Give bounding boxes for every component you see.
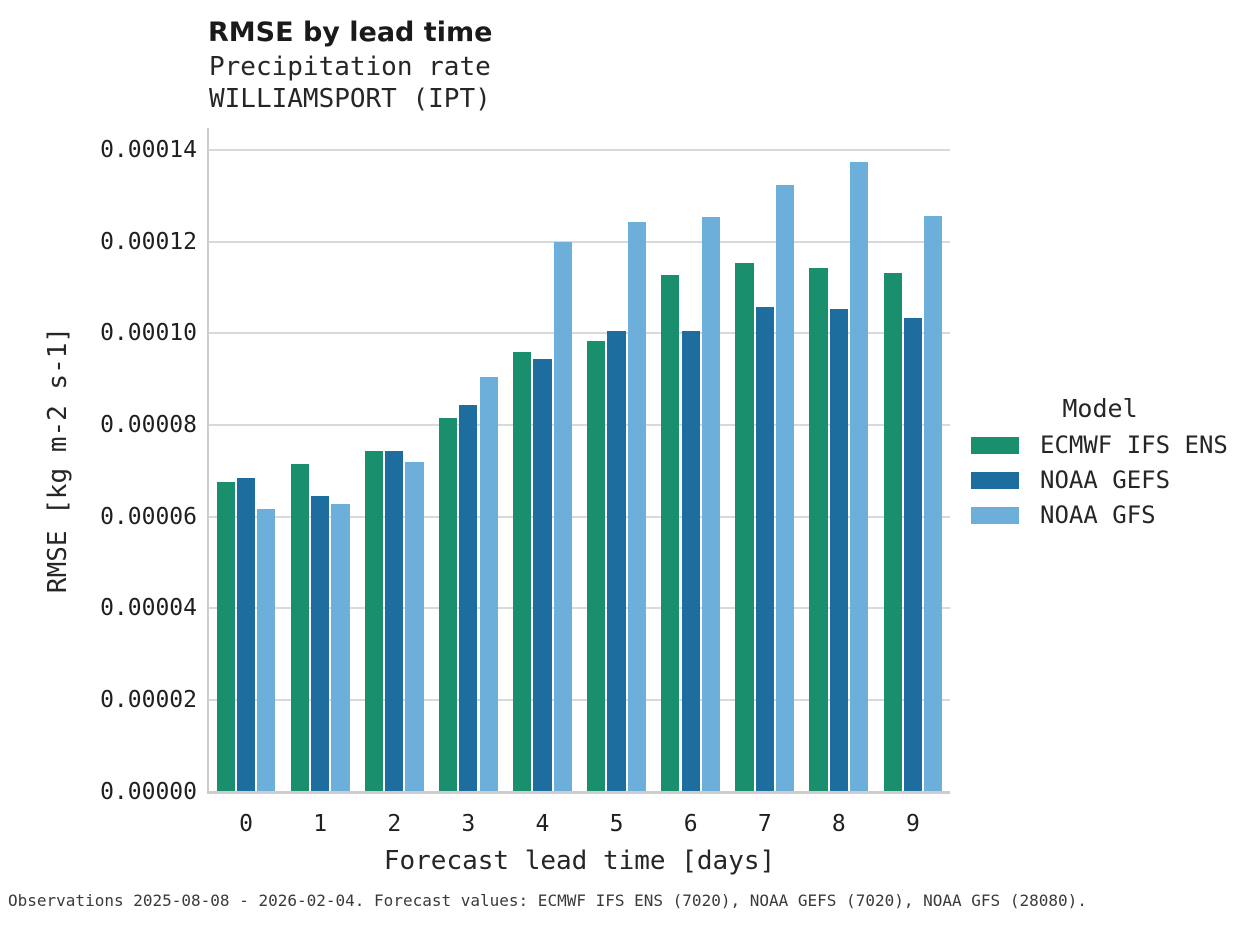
y-tick-label: 0.00004 — [100, 595, 197, 622]
bar-noaa-gefs-lead-7 — [755, 307, 774, 792]
gridline — [209, 240, 950, 243]
bar-noaa-gefs-lead-2 — [385, 451, 404, 792]
bar-ecmwf-ifs-ens-lead-1 — [290, 463, 309, 792]
x-tick-label: 8 — [831, 811, 846, 837]
bar-ecmwf-ifs-ens-lead-4 — [513, 352, 532, 792]
y-tick-label: 0.00006 — [100, 503, 197, 530]
y-tick-label: 0.00012 — [100, 228, 197, 255]
chart-subtitle-variable: Precipitation rate — [209, 52, 491, 82]
gridline — [209, 515, 950, 518]
bar-noaa-gefs-lead-4 — [533, 358, 552, 792]
x-axis-spine — [206, 790, 950, 794]
legend-title: Model — [1062, 394, 1138, 423]
bar-noaa-gfs-lead-1 — [331, 503, 350, 792]
chart-title: RMSE by lead time — [208, 17, 493, 48]
bar-noaa-gefs-lead-5 — [607, 330, 626, 792]
bar-noaa-gfs-lead-3 — [479, 376, 498, 792]
footer-note: Observations 2025-08-08 - 2026-02-04. Fo… — [8, 891, 1087, 910]
legend-swatch-icon — [971, 506, 1019, 524]
bar-ecmwf-ifs-ens-lead-0 — [216, 481, 235, 792]
x-tick-label: 5 — [609, 811, 624, 837]
y-tick-label: 0.00002 — [100, 686, 197, 713]
bar-ecmwf-ifs-ens-lead-9 — [883, 273, 902, 792]
bar-noaa-gefs-lead-6 — [681, 330, 700, 792]
y-tick-label: 0.00008 — [100, 411, 197, 438]
bar-ecmwf-ifs-ens-lead-8 — [809, 267, 828, 792]
bar-noaa-gfs-lead-5 — [627, 221, 646, 792]
bar-noaa-gefs-lead-1 — [311, 495, 330, 792]
legend-item-noaa-gefs: NOAA GEFS — [971, 467, 1228, 493]
gridline — [209, 607, 950, 610]
y-tick-label: 0.00010 — [100, 320, 197, 347]
bar-ecmwf-ifs-ens-lead-6 — [661, 275, 680, 792]
gridline — [209, 698, 950, 701]
x-tick-label: 2 — [387, 811, 402, 837]
bar-noaa-gefs-lead-8 — [829, 309, 848, 792]
bar-noaa-gefs-lead-0 — [236, 477, 256, 792]
x-tick-label: 3 — [461, 811, 476, 837]
legend-label: NOAA GEFS — [1040, 466, 1171, 494]
legend-swatch-icon — [971, 436, 1019, 454]
legend-item-noaa-gfs: NOAA GFS — [971, 502, 1228, 528]
bar-noaa-gfs-lead-2 — [405, 462, 424, 792]
bar-noaa-gfs-lead-4 — [553, 242, 572, 792]
bar-ecmwf-ifs-ens-lead-5 — [587, 340, 606, 792]
legend-swatch-icon — [971, 471, 1019, 489]
x-tick-label: 7 — [757, 811, 772, 837]
legend-item-ecmwf-ifs-ens: ECMWF IFS ENS — [971, 432, 1228, 458]
bar-noaa-gfs-lead-8 — [850, 162, 869, 792]
bar-noaa-gefs-lead-9 — [903, 318, 923, 792]
gridline — [209, 332, 950, 335]
chart-subtitle-station: WILLIAMSPORT (IPT) — [209, 84, 491, 114]
legend-label: ECMWF IFS ENS — [1040, 431, 1228, 459]
x-axis-title: Forecast lead time [days] — [383, 846, 776, 876]
bar-ecmwf-ifs-ens-lead-2 — [364, 451, 384, 792]
x-tick-label: 9 — [906, 811, 920, 837]
y-axis-spine — [206, 128, 209, 794]
bar-noaa-gfs-lead-9 — [924, 216, 943, 792]
legend: ECMWF IFS ENS NOAA GEFS NOAA GFS — [971, 432, 1228, 537]
x-tick-label: 1 — [313, 811, 328, 837]
x-tick-label: 0 — [239, 811, 253, 837]
bar-ecmwf-ifs-ens-lead-7 — [735, 263, 754, 792]
bar-noaa-gfs-lead-6 — [701, 217, 721, 792]
bar-noaa-gefs-lead-3 — [459, 404, 478, 792]
legend-label: NOAA GFS — [1040, 501, 1156, 529]
x-tick-label: 6 — [683, 811, 698, 837]
gridline — [209, 423, 950, 426]
x-tick-label: 4 — [535, 811, 550, 837]
bar-noaa-gfs-lead-0 — [257, 508, 276, 792]
bar-ecmwf-ifs-ens-lead-3 — [438, 417, 458, 792]
y-tick-label: 0.00000 — [100, 778, 197, 805]
y-tick-label: 0.00014 — [100, 137, 197, 163]
gridline — [209, 149, 950, 151]
bar-noaa-gfs-lead-7 — [775, 184, 795, 792]
